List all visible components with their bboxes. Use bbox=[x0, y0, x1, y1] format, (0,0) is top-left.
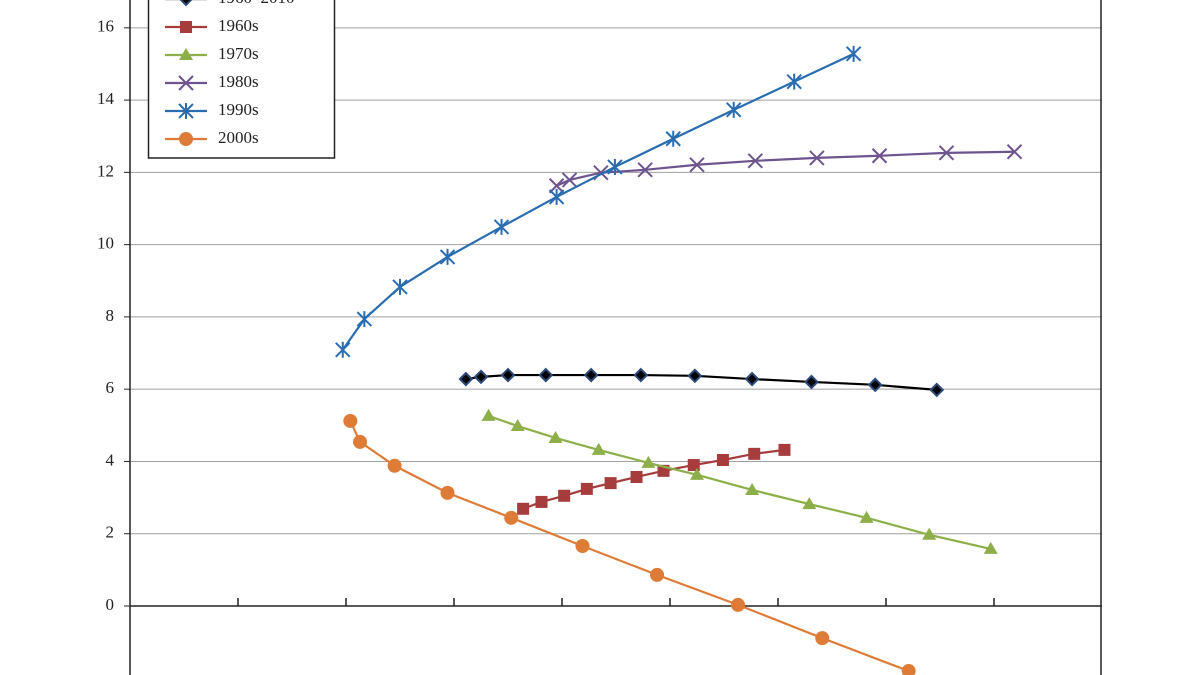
marker bbox=[778, 443, 791, 456]
marker bbox=[493, 218, 510, 235]
marker bbox=[580, 482, 593, 495]
series bbox=[335, 45, 862, 358]
marker bbox=[179, 48, 193, 60]
legend-label: 1990s bbox=[218, 100, 259, 119]
marker bbox=[745, 482, 760, 495]
marker bbox=[665, 130, 681, 147]
marker bbox=[804, 374, 819, 390]
series-line bbox=[349, 420, 910, 673]
legend-label: 1970s bbox=[218, 44, 259, 63]
marker bbox=[922, 527, 937, 540]
marker bbox=[504, 510, 519, 525]
marker bbox=[744, 371, 760, 387]
marker bbox=[630, 470, 643, 483]
marker bbox=[535, 495, 548, 508]
marker bbox=[510, 419, 525, 432]
marker bbox=[983, 541, 998, 554]
marker bbox=[335, 341, 351, 358]
marker bbox=[690, 467, 704, 480]
marker bbox=[650, 567, 665, 582]
marker bbox=[716, 453, 729, 466]
legend-label: 2000s bbox=[218, 128, 259, 147]
legend-label: 1960–2010 bbox=[218, 0, 295, 7]
marker bbox=[867, 377, 883, 393]
marker bbox=[548, 430, 563, 443]
marker bbox=[178, 75, 194, 91]
marker bbox=[558, 489, 571, 502]
marker bbox=[938, 145, 955, 161]
series bbox=[458, 367, 945, 398]
marker bbox=[871, 148, 888, 164]
marker bbox=[901, 664, 916, 675]
marker bbox=[607, 158, 623, 175]
series-line bbox=[488, 414, 992, 550]
legend: 1960–2010 1960s 1970s 1980s 1990s 2000s bbox=[147, 0, 336, 159]
y-tick-label: 16 bbox=[97, 17, 114, 36]
marker bbox=[548, 178, 565, 194]
marker bbox=[1006, 144, 1023, 160]
series-line bbox=[465, 373, 937, 391]
marker bbox=[802, 497, 817, 510]
marker bbox=[786, 73, 802, 90]
marker bbox=[637, 162, 653, 178]
legend-label: 1960s bbox=[218, 16, 259, 35]
series-line bbox=[556, 150, 1015, 187]
marker bbox=[517, 502, 530, 515]
marker bbox=[440, 485, 455, 500]
y-tick-label: 4 bbox=[106, 450, 115, 469]
marker bbox=[633, 367, 649, 383]
marker bbox=[929, 382, 945, 398]
series-line bbox=[341, 52, 855, 351]
marker bbox=[481, 408, 496, 421]
y-tick-label: 8 bbox=[106, 306, 115, 325]
y-tick-label: 10 bbox=[97, 234, 114, 253]
y-tick-label: 12 bbox=[97, 161, 114, 180]
marker bbox=[687, 368, 703, 384]
y-tick-label: 0 bbox=[106, 595, 115, 614]
marker bbox=[353, 434, 368, 449]
marker bbox=[387, 458, 402, 473]
marker bbox=[583, 367, 599, 383]
marker bbox=[604, 477, 617, 490]
marker bbox=[859, 510, 874, 523]
marker bbox=[641, 455, 656, 468]
marker bbox=[343, 413, 358, 428]
marker bbox=[726, 101, 742, 118]
marker bbox=[591, 442, 606, 455]
marker bbox=[561, 172, 578, 188]
marker bbox=[687, 459, 700, 472]
marker bbox=[845, 45, 862, 62]
marker bbox=[356, 311, 373, 328]
marker bbox=[748, 447, 761, 460]
marker bbox=[179, 132, 193, 146]
marker bbox=[815, 631, 830, 646]
marker bbox=[747, 153, 764, 169]
marker bbox=[392, 278, 408, 295]
marker bbox=[458, 371, 474, 387]
y-tick-label: 2 bbox=[106, 523, 115, 542]
legend-label: 1980s bbox=[218, 72, 259, 91]
marker bbox=[180, 21, 192, 33]
series bbox=[517, 443, 791, 515]
marker bbox=[179, 0, 193, 7]
marker bbox=[689, 157, 705, 173]
series bbox=[548, 144, 1023, 194]
series bbox=[343, 413, 916, 675]
marker bbox=[178, 103, 194, 119]
series bbox=[481, 408, 998, 554]
marker bbox=[731, 597, 746, 612]
marker bbox=[538, 367, 554, 383]
marker bbox=[575, 538, 590, 553]
y-tick-label: 14 bbox=[97, 89, 115, 108]
marker bbox=[473, 369, 489, 385]
marker bbox=[548, 188, 565, 205]
marker bbox=[809, 150, 825, 166]
marker bbox=[439, 248, 456, 265]
marker bbox=[500, 367, 516, 383]
y-tick-label: 6 bbox=[106, 378, 115, 397]
